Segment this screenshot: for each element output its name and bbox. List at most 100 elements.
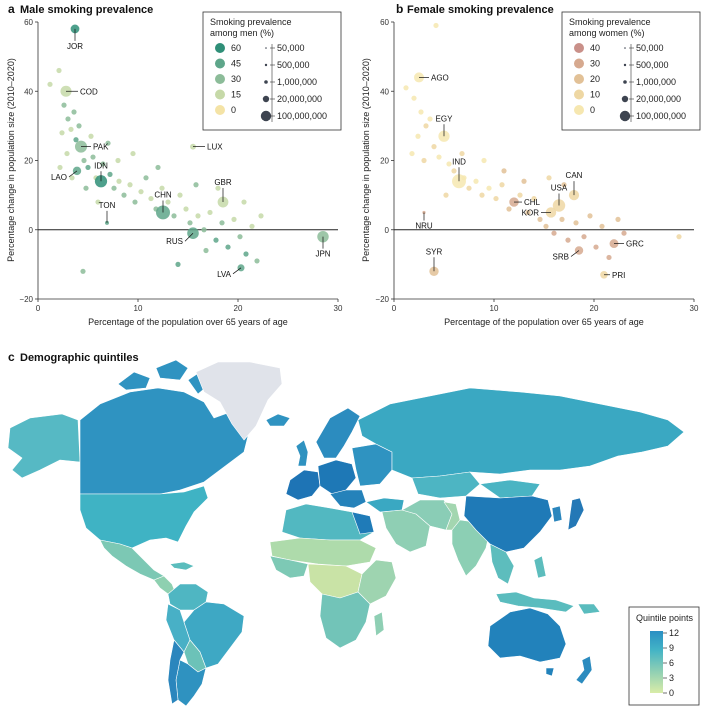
point-label: GBR [214,178,232,187]
x-tick-label: 10 [134,304,143,313]
colorbar-tick-label: 9 [669,643,674,653]
data-point [415,133,421,139]
legend-size-label: 100,000,000 [277,111,327,121]
data-point [409,150,415,157]
data-point [537,216,543,222]
data-point [80,268,86,274]
data-point [159,185,165,191]
point-label: EGY [436,114,454,123]
data-point [47,81,53,87]
data-point [132,199,138,205]
data-point [676,234,682,240]
legend-color-label: 60 [231,43,241,53]
size-legend: 50,000 500,000 1,000,000 20,000,000 100,000,… [619,43,686,122]
data-point [501,168,507,174]
map-russia [357,387,685,479]
data-point [61,102,67,108]
map-usa [79,485,209,549]
data-point [85,164,91,171]
data-point [258,213,264,219]
legend-color-label: 20 [590,74,600,84]
map-eastern-europe [351,443,393,487]
quintile-legend-title: Quintile points [636,613,694,623]
legend-color-swatch [574,105,584,115]
point-label: SYR [426,247,443,256]
legend-color-swatch [574,43,584,53]
data-point [56,67,62,74]
data-point [171,213,177,219]
legend-color-label: 30 [590,59,600,69]
data-point [599,223,605,229]
map-southeast-asia [489,543,515,585]
legend-size-label: 20,000,000 [277,94,322,104]
x-tick-label: 0 [392,304,397,313]
x-tick-label: 0 [36,304,41,313]
x-tick-label: 20 [234,304,243,313]
legend-size-label: 500,000 [277,60,310,70]
data-point [573,220,579,226]
map-chile [167,639,185,705]
data-point [241,199,247,205]
data-point [525,209,531,216]
panel-c: c Demographic quintiles [7,350,700,707]
legend-color-swatch [215,105,225,115]
data-point [148,195,154,202]
map-scandinavia [315,407,361,459]
x-tick-label: 30 [334,304,343,313]
legend-color-label: 0 [231,105,236,115]
panel-b-ylabel: Percentage change in population size (20… [361,58,371,262]
data-point [486,185,492,191]
data-point [69,175,75,181]
data-point [517,192,523,198]
map-canada-islands [117,359,211,395]
data-point [421,157,427,164]
data-point [423,123,429,129]
map-png [577,603,601,615]
data-point [431,144,437,150]
point-label: USA [551,184,568,193]
x-tick-label: 30 [690,304,699,313]
point-label: PAK [93,143,109,152]
panel-c-letter: c [8,350,15,364]
leader-line [570,250,580,257]
data-point [88,133,94,139]
colorbar-tick-label: 12 [669,628,679,638]
legend-color-label: 15 [231,90,241,100]
data-point [121,192,127,198]
legend-size-marker [621,95,629,103]
point-label: LUX [207,143,223,152]
legend-size-label: 20,000,000 [636,94,681,104]
point-label: PRI [612,271,625,280]
data-point [551,230,557,236]
map-france-iberia [285,469,321,501]
legend-size-label: 1,000,000 [636,77,676,87]
data-point [403,85,409,91]
point-label: COD [80,87,98,96]
data-point [175,261,181,267]
legend-size-label: 500,000 [636,60,669,70]
data-point [493,195,499,202]
map-central-europe [317,459,357,495]
panel-a-title: Male smoking prevalence [20,4,153,16]
legend-color-swatch [215,43,225,53]
data-point [459,150,465,157]
map-iceland [265,413,291,427]
data-point [249,223,255,229]
legend-size-marker [264,63,268,67]
panel-b-plot: 0 10 20 30−200204060AGOEGYINDNRUCHLUSAKORCA… [375,18,699,313]
point-label: LVA [217,270,232,279]
map-indonesia [495,591,575,613]
data-point [143,175,149,181]
x-tick-label: 20 [590,304,599,313]
data-point [203,247,209,254]
point-label: JPN [315,250,330,259]
map-madagascar [373,611,385,637]
y-tick-label: 20 [24,157,33,166]
leader-line [184,232,194,242]
panel-b-legend: Smoking prevalence among women (%) 40 30 2… [561,11,701,131]
point-label: SRB [553,253,569,262]
data-point [83,185,89,191]
y-tick-label: 60 [380,18,389,27]
y-tick-label: 40 [24,87,33,96]
y-tick-label: −20 [375,295,389,304]
